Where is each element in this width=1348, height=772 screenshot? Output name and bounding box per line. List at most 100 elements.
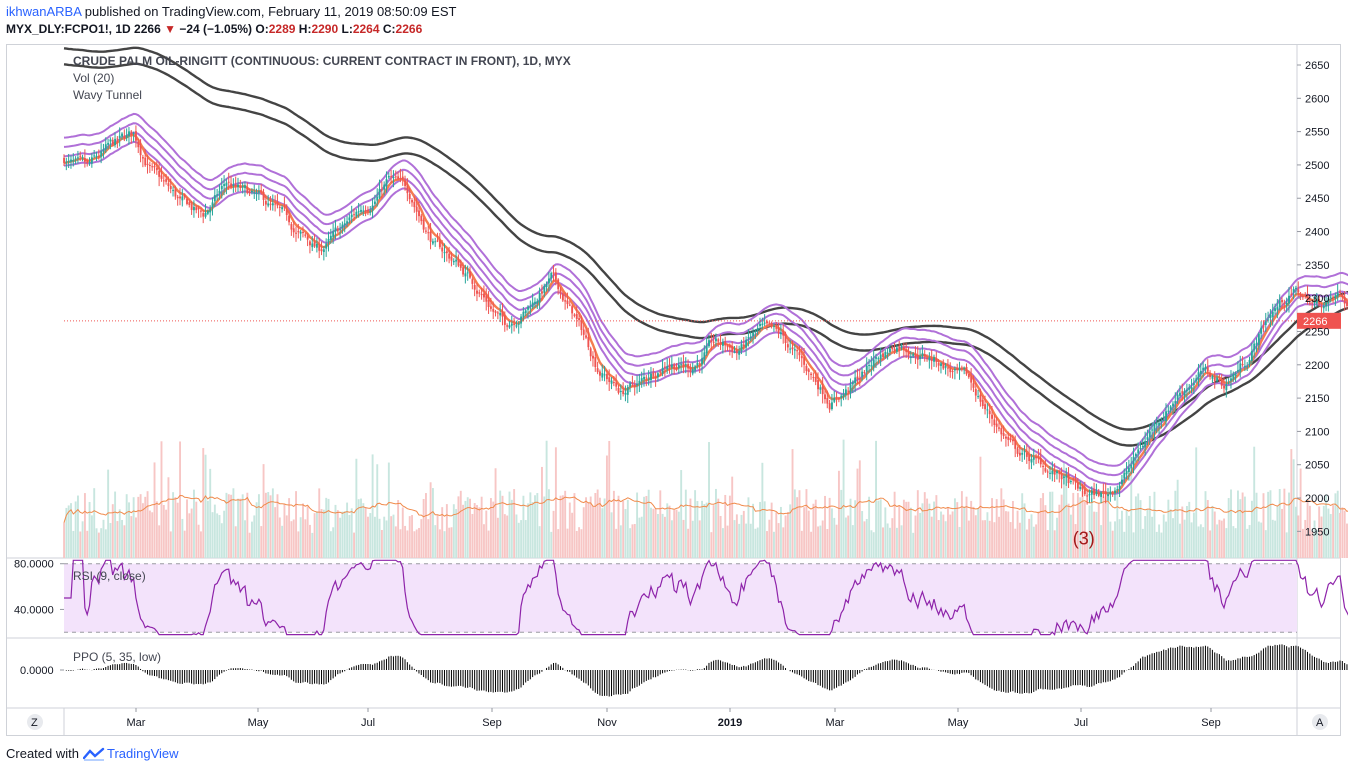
candle-body (83, 158, 86, 162)
tradingview-link[interactable]: TradingView (82, 746, 179, 761)
candle-body (348, 217, 351, 221)
volume-bar (659, 490, 662, 558)
candle-body (1021, 452, 1024, 455)
candle-body (705, 345, 708, 354)
volume-bar (1123, 531, 1126, 558)
candle-body (1121, 479, 1123, 485)
volume-bar (770, 502, 773, 558)
volume-bar (902, 499, 905, 558)
volume-bar (573, 493, 576, 558)
candle-body (675, 368, 678, 370)
volume-bar (1169, 509, 1172, 558)
candle (476, 283, 478, 302)
wave-label: (3) (1073, 529, 1095, 549)
volume-bar (450, 527, 453, 558)
candle (682, 354, 685, 374)
volume-bar (587, 502, 590, 558)
candle (640, 371, 643, 388)
volume-bar (350, 508, 353, 558)
volume-bar (213, 504, 216, 558)
volume-bar (726, 525, 729, 558)
volume-bar (863, 521, 866, 558)
volume-bar (1239, 499, 1242, 558)
candle (933, 354, 935, 367)
volume-bar (1005, 511, 1007, 558)
volume-bar (77, 495, 79, 558)
candle-body (930, 358, 933, 362)
candle-body (1190, 387, 1193, 389)
volume-bar (1206, 500, 1209, 558)
candle (1255, 337, 1258, 353)
volume-bar (146, 491, 149, 558)
volume-bar (775, 512, 778, 558)
candlesticks: 2266 (63, 125, 1348, 505)
volume-bar (202, 448, 205, 558)
candle-body (724, 341, 727, 346)
candle-body (589, 348, 592, 357)
candle-body (445, 251, 448, 254)
candle-body (306, 236, 309, 240)
volume-bar (408, 516, 411, 558)
candle-body (1053, 470, 1056, 475)
volume-bar (269, 495, 272, 558)
candle (1250, 342, 1253, 364)
candle (186, 196, 188, 206)
time-tick-label: Sep (482, 717, 502, 729)
volume-bar (230, 494, 233, 558)
published-text: published on TradingView.com, February 1… (81, 4, 457, 19)
candle-body (1304, 295, 1307, 297)
candle-body (97, 155, 100, 157)
candle-body (151, 166, 154, 168)
candle (499, 304, 502, 323)
volume-bar (1271, 519, 1274, 558)
auto-scale-a-button[interactable] (1312, 714, 1328, 730)
volume-bar (886, 523, 889, 558)
volume-bar (367, 516, 369, 558)
candle-body (559, 289, 562, 294)
candle (1292, 286, 1295, 300)
candle (798, 345, 801, 362)
candle (566, 292, 569, 309)
volume-bar (1114, 521, 1116, 558)
candle (522, 306, 525, 322)
candle-body (343, 223, 346, 225)
candle-body (1044, 468, 1047, 472)
candle-body (304, 234, 307, 236)
candle (589, 346, 592, 362)
volume-bar (531, 502, 534, 558)
volume-bar (1074, 524, 1077, 558)
candle (1246, 362, 1249, 371)
candle (1079, 481, 1082, 492)
candle-body (524, 310, 527, 314)
volume-bar (1016, 510, 1019, 558)
last-price: 2266 (134, 22, 161, 36)
candle (234, 176, 237, 193)
candle (1223, 377, 1225, 394)
volume-bar (953, 498, 956, 558)
volume-bar (1165, 521, 1167, 558)
candle (278, 204, 281, 217)
candle-body (554, 272, 557, 280)
candle-body (457, 259, 460, 266)
candle-body (1188, 388, 1191, 390)
candle (580, 315, 583, 336)
candle-body (341, 224, 344, 229)
candle (552, 265, 555, 282)
auto-scale-z-button[interactable] (27, 714, 43, 730)
candle-body (912, 353, 915, 356)
chart-frame[interactable] (6, 44, 1341, 736)
candle (1146, 429, 1149, 446)
candle-body (624, 392, 627, 395)
candle-body (1248, 359, 1251, 365)
volume-bar (1127, 515, 1130, 558)
volume-bar (431, 488, 434, 558)
publisher-username[interactable]: ikhwanARBA (6, 4, 82, 19)
candle (251, 188, 253, 195)
volume-bar (1162, 514, 1165, 558)
candle-body (826, 397, 829, 404)
volume-bar (773, 531, 775, 558)
volume-bar (1067, 503, 1070, 558)
candle (485, 288, 488, 311)
candle (1118, 481, 1121, 498)
